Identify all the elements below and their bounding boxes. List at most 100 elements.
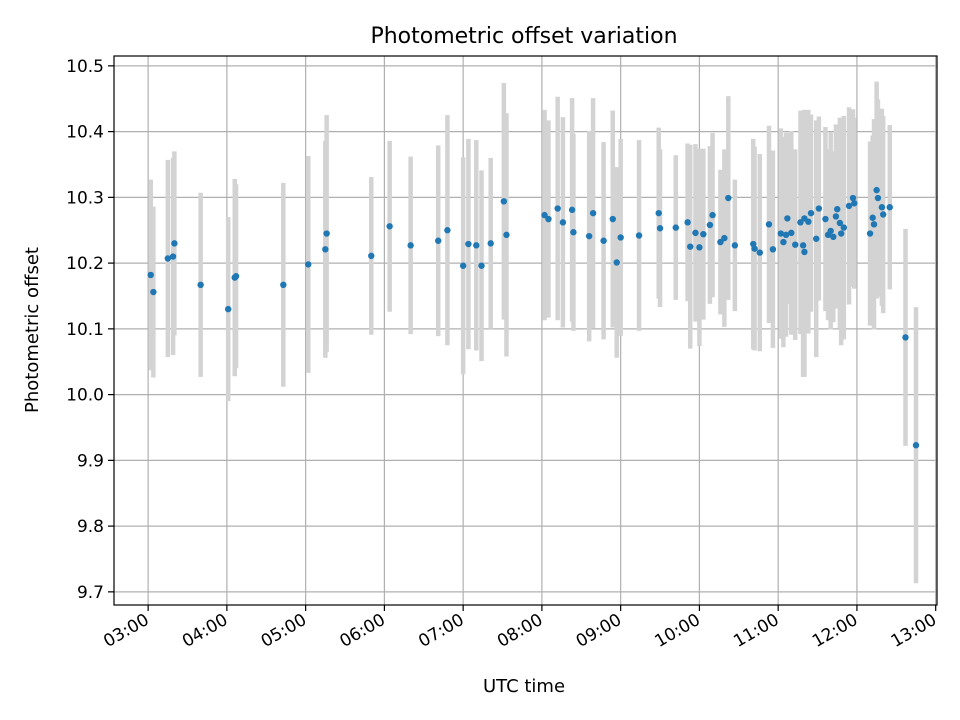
data-point xyxy=(635,232,643,239)
data-point xyxy=(912,442,920,449)
y-tick-label: 9.8 xyxy=(77,517,104,537)
data-point xyxy=(656,225,664,232)
data-point xyxy=(830,233,837,241)
data-point xyxy=(902,334,909,341)
data-point xyxy=(700,230,707,238)
x-tick-label: 09:00 xyxy=(573,610,625,652)
data-point xyxy=(797,219,804,226)
data-point xyxy=(545,215,552,223)
data-point xyxy=(473,242,480,249)
data-point xyxy=(503,231,510,239)
x-tick-label: 10:00 xyxy=(651,610,703,652)
x-tick-label: 04:00 xyxy=(179,610,231,652)
x-axis-label: UTC time xyxy=(483,676,565,697)
y-axis-label: Photometric offset xyxy=(22,247,43,413)
x-tick-label: 12:00 xyxy=(809,610,861,652)
data-point xyxy=(777,230,785,237)
data-point xyxy=(815,205,823,212)
data-point xyxy=(851,200,858,207)
error-bars xyxy=(148,81,919,584)
data-point xyxy=(792,241,799,248)
y-axis: 9.7 9.8 9.9 10.0 10.1 10.2 10.3 10.4 10.5 xyxy=(66,57,114,603)
data-point xyxy=(822,215,829,223)
data-point xyxy=(305,261,312,268)
data-point xyxy=(541,211,548,219)
y-tick-label: 10.2 xyxy=(66,254,104,274)
data-point xyxy=(687,243,694,250)
data-point xyxy=(845,202,853,210)
data-point xyxy=(813,235,820,242)
data-point xyxy=(435,237,442,244)
data-point xyxy=(731,242,739,249)
data-point xyxy=(224,305,232,313)
data-point xyxy=(832,213,840,220)
data-point xyxy=(836,219,844,227)
data-point xyxy=(478,262,485,269)
y-tick-label: 10.0 xyxy=(66,386,104,406)
data-point xyxy=(717,238,724,246)
data-point xyxy=(368,252,375,260)
y-tick-label: 9.9 xyxy=(77,451,104,471)
data-point xyxy=(559,219,567,226)
data-point xyxy=(684,219,691,226)
data-point xyxy=(834,205,841,213)
data-point xyxy=(617,234,624,241)
data-point xyxy=(465,240,472,248)
data-point xyxy=(805,218,812,225)
data-point xyxy=(386,223,393,230)
data-point xyxy=(459,262,467,269)
x-tick-label: 07:00 xyxy=(415,610,467,652)
x-tick-label: 08:00 xyxy=(494,610,546,652)
x-tick-label: 06:00 xyxy=(336,610,388,652)
data-point xyxy=(554,205,561,212)
data-point xyxy=(147,271,154,279)
x-tick-label: 05:00 xyxy=(258,610,310,652)
data-point xyxy=(782,231,790,239)
data-point xyxy=(869,214,876,221)
data-point xyxy=(706,221,714,229)
data-point xyxy=(613,259,620,266)
data-point xyxy=(837,230,845,237)
data-point xyxy=(721,234,728,242)
data-point xyxy=(609,215,616,223)
data-point xyxy=(769,246,777,253)
chart-title: Photometric offset variation xyxy=(370,24,677,49)
data-point xyxy=(784,215,791,222)
data-point xyxy=(280,281,287,289)
data-point xyxy=(600,237,607,244)
data-point xyxy=(751,245,758,252)
data-point xyxy=(589,209,597,217)
data-point xyxy=(444,227,451,234)
data-point xyxy=(878,204,886,211)
data-point xyxy=(827,227,834,235)
data-point xyxy=(873,186,880,194)
plot-frame xyxy=(113,55,938,606)
y-tick-label: 10.1 xyxy=(66,320,104,340)
grid xyxy=(114,56,937,605)
x-tick-label: 03:00 xyxy=(100,610,152,652)
data-point xyxy=(725,194,732,202)
data-point xyxy=(150,288,157,296)
data-points xyxy=(147,186,920,449)
data-point xyxy=(849,194,857,202)
data-point xyxy=(886,204,893,211)
data-point xyxy=(407,242,414,249)
data-point xyxy=(807,209,815,217)
data-point xyxy=(870,221,878,228)
data-point xyxy=(692,229,699,237)
data-point xyxy=(487,240,494,247)
data-point xyxy=(322,246,329,253)
data-point xyxy=(568,206,576,214)
data-point xyxy=(866,230,874,237)
y-tick-label: 9.7 xyxy=(77,583,104,603)
data-point xyxy=(801,248,808,256)
y-tick-label: 10.3 xyxy=(66,188,104,208)
data-point xyxy=(197,281,204,289)
x-tick-label: 11:00 xyxy=(730,610,782,652)
data-point xyxy=(765,221,773,228)
y-tick-label: 10.5 xyxy=(66,57,104,77)
x-tick-label: 13:00 xyxy=(888,610,940,652)
data-point xyxy=(169,253,177,260)
data-point xyxy=(788,229,795,237)
